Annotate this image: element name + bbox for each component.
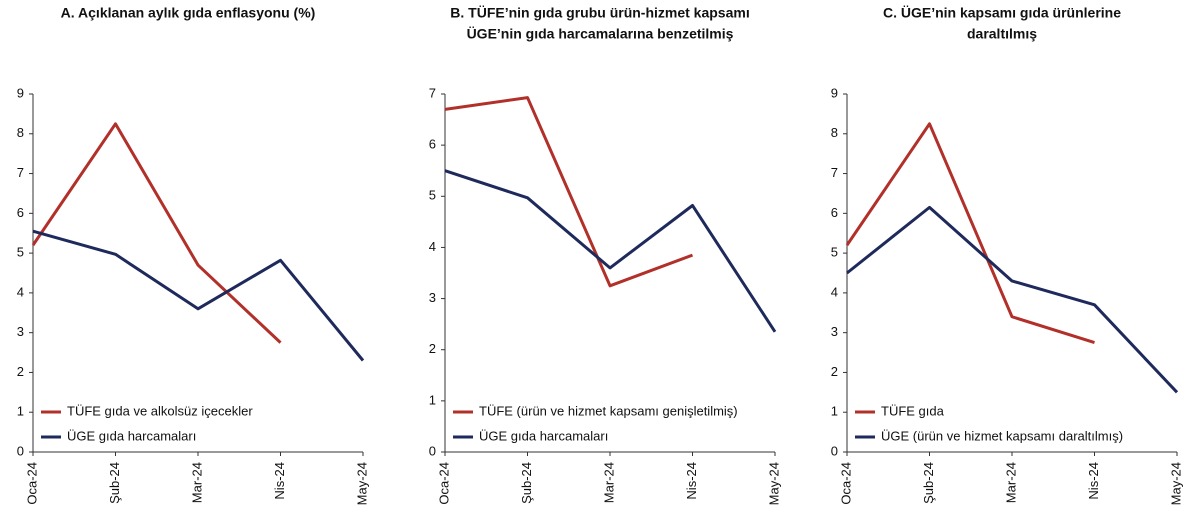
legend-label: ÜGE gıda harcamaları: [479, 428, 608, 443]
y-tick-label: 1: [429, 392, 436, 407]
y-tick-label: 4: [831, 284, 838, 299]
chart-title: ÜGE’nin gıda harcamalarına benzetilmiş: [467, 26, 734, 42]
y-tick-label: 7: [831, 165, 838, 180]
x-tick-label: Nis-24: [684, 462, 699, 500]
y-tick-label: 2: [831, 364, 838, 379]
y-tick-label: 3: [831, 324, 838, 339]
y-tick-label: 9: [831, 85, 838, 100]
y-tick-label: 7: [17, 165, 24, 180]
x-tick-label: Mar-24: [1003, 462, 1018, 503]
y-tick-label: 3: [17, 324, 24, 339]
y-tick-label: 0: [429, 443, 436, 458]
y-tick-label: 1: [17, 404, 24, 419]
y-tick-label: 6: [429, 137, 436, 152]
series-line: [32, 229, 365, 362]
y-tick-label: 0: [17, 443, 24, 458]
y-tick-label: 6: [17, 205, 24, 220]
y-tick-label: 9: [17, 85, 24, 100]
legend-label: ÜGE gıda harcamaları: [67, 428, 196, 443]
legend-label: TÜFE (ürün ve hizmet kapsamı genişletilm…: [479, 403, 738, 418]
y-tick-label: 2: [429, 341, 436, 356]
legend-label: TÜFE gıda: [881, 403, 945, 418]
y-tick-label: 0: [831, 443, 838, 458]
y-tick-label: 2: [17, 364, 24, 379]
y-tick-label: 4: [429, 239, 436, 254]
x-tick-label: May-24: [1168, 462, 1183, 505]
legend-label: ÜGE (ürün ve hizmet kapsamı daraltılmış): [881, 428, 1123, 443]
y-tick-label: 6: [831, 205, 838, 220]
series-line: [31, 122, 282, 344]
x-tick-label: Şub-24: [107, 462, 122, 504]
chart-title: B. TÜFE’nin gıda grubu ürün-hizmet kapsa…: [450, 5, 749, 21]
x-tick-label: Oca-24: [436, 462, 451, 505]
y-tick-label: 3: [429, 290, 436, 305]
y-tick-label: 4: [17, 284, 24, 299]
legend-label: TÜFE gıda ve alkolsüz içecekler: [67, 403, 253, 418]
x-tick-label: Şub-24: [519, 462, 534, 504]
x-tick-label: Şub-24: [921, 462, 936, 504]
series-line: [444, 96, 694, 288]
y-tick-label: 5: [17, 245, 24, 260]
chart-title: C. ÜGE’nin kapsamı gıda ürünlerine: [883, 5, 1121, 21]
y-tick-label: 1: [831, 404, 838, 419]
series-line: [846, 205, 1179, 394]
y-tick-label: 8: [831, 125, 838, 140]
x-tick-label: Oca-24: [24, 462, 39, 505]
x-tick-label: May-24: [766, 462, 781, 505]
x-tick-label: Mar-24: [601, 462, 616, 503]
y-tick-label: 8: [17, 125, 24, 140]
series-line: [845, 122, 1095, 345]
x-tick-label: May-24: [354, 462, 369, 505]
y-tick-label: 7: [429, 85, 436, 100]
x-tick-label: Nis-24: [1086, 462, 1101, 500]
chart-title: daraltılmış: [967, 26, 1037, 42]
x-tick-label: Nis-24: [272, 462, 287, 500]
y-tick-label: 5: [831, 245, 838, 260]
chart-title: A. Açıklanan aylık gıda enflasyonu (%): [61, 5, 316, 21]
x-tick-label: Mar-24: [189, 462, 204, 503]
series-line: [444, 169, 777, 333]
x-tick-label: Oca-24: [838, 462, 853, 505]
y-tick-label: 5: [429, 188, 436, 203]
